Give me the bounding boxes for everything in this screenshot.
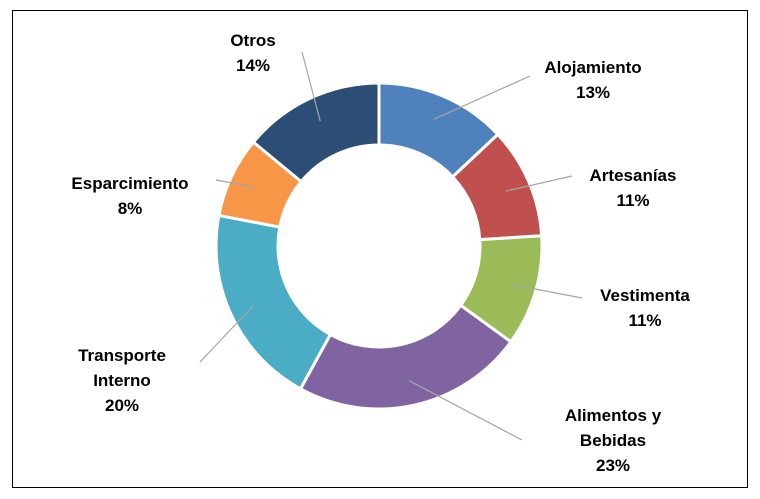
- leader-line: [408, 380, 523, 441]
- category-label: Transporte Interno: [78, 346, 166, 390]
- slice-label: Artesanías 11%: [558, 163, 708, 213]
- category-label: Otros: [230, 31, 276, 50]
- leader-line: [511, 283, 583, 299]
- leader-line: [505, 175, 573, 192]
- category-label: Artesanías: [589, 166, 677, 185]
- value-label: 11%: [616, 191, 650, 210]
- slice-label: Transporte Interno 20%: [72, 343, 172, 418]
- value-label: 8%: [117, 199, 143, 218]
- leader-line: [301, 51, 321, 122]
- value-label: 11%: [628, 311, 662, 330]
- slice-label: Alimentos y Bebidas 23%: [558, 403, 668, 478]
- leader-line: [215, 179, 255, 188]
- category-label: Esparcimiento: [71, 174, 189, 193]
- category-label: Vestimenta: [600, 286, 690, 305]
- value-label: 20%: [104, 396, 140, 415]
- value-label: 14%: [235, 56, 271, 75]
- category-label: Alimentos y Bebidas: [564, 406, 662, 450]
- frame: [12, 10, 748, 488]
- value-label: 13%: [575, 83, 611, 102]
- donut-slice: [298, 303, 513, 411]
- slice-label: Esparcimiento 8%: [50, 171, 210, 221]
- leader-line: [199, 304, 255, 363]
- category-label: Alojamiento: [544, 58, 642, 77]
- donut-slice: [214, 213, 333, 391]
- slice-label: Vestimenta 11%: [570, 283, 720, 333]
- leader-line: [433, 75, 531, 120]
- donut-slice: [251, 81, 381, 184]
- slice-label: Alojamiento 13%: [518, 55, 668, 105]
- value-label: 23%: [595, 456, 631, 475]
- slice-label: Otros 14%: [203, 28, 303, 78]
